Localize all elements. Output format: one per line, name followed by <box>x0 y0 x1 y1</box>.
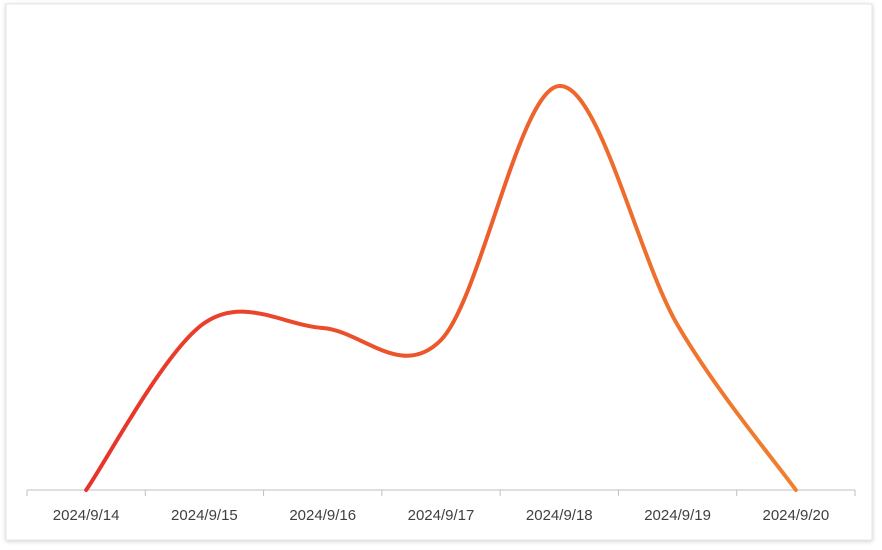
data-line <box>84 83 798 492</box>
x-tick-label: 2024/9/14 <box>53 507 120 524</box>
chart-panel <box>5 3 873 541</box>
x-tick-label: 2024/9/19 <box>644 507 711 524</box>
x-tick-label: 2024/9/17 <box>408 507 475 524</box>
x-tick-label: 2024/9/16 <box>289 507 356 524</box>
x-tick-label: 2024/9/18 <box>526 507 593 524</box>
x-tick-label: 2024/9/20 <box>762 507 829 524</box>
x-tick-label: 2024/9/15 <box>171 507 238 524</box>
